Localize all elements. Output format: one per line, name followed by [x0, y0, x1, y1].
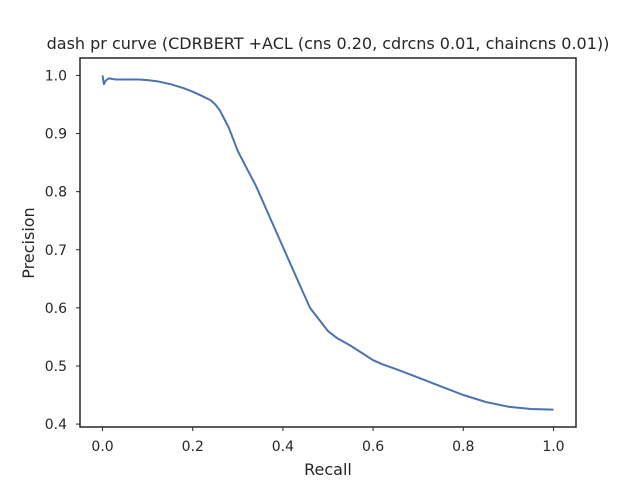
chart-title: dash pr curve (CDRBERT +ACL (cns 0.20, c…	[47, 34, 610, 53]
x-tick-label: 0.0	[91, 439, 113, 455]
x-tick-label: 0.4	[272, 439, 294, 455]
y-tick-label: 0.5	[45, 359, 67, 375]
y-tick-label: 0.9	[45, 127, 67, 143]
x-axis-ticks: 0.0 0.2 0.4 0.6 0.8 1.0	[91, 427, 565, 455]
y-tick-label: 0.6	[45, 301, 67, 317]
y-tick-label: 0.7	[45, 243, 67, 259]
y-tick-label: 0.4	[45, 417, 67, 433]
x-tick-label: 0.2	[182, 439, 204, 455]
plot-area	[79, 57, 577, 428]
series-line	[101, 75, 554, 411]
y-axis-label: Precision	[19, 207, 38, 278]
x-tick-label: 0.6	[362, 439, 384, 455]
x-tick-label: 0.8	[452, 439, 474, 455]
y-tick-label: 1.0	[45, 68, 67, 84]
y-axis-ticks: 0.4 0.5 0.6 0.7 0.8 0.9 1.0	[45, 68, 80, 433]
x-axis-label: Recall	[304, 460, 352, 479]
y-tick-label: 0.8	[45, 185, 67, 201]
x-tick-label: 1.0	[542, 439, 564, 455]
